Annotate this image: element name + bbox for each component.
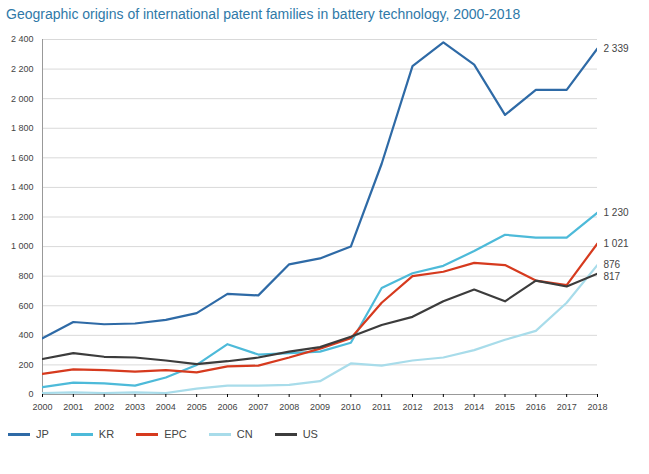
svg-text:2005: 2005: [187, 402, 207, 412]
svg-text:2002: 2002: [94, 402, 114, 412]
svg-text:800: 800: [18, 271, 33, 281]
svg-text:2012: 2012: [402, 402, 422, 412]
svg-text:2016: 2016: [526, 402, 546, 412]
svg-text:600: 600: [18, 301, 33, 311]
svg-text:2014: 2014: [464, 402, 484, 412]
svg-text:1 800: 1 800: [11, 123, 34, 133]
svg-text:1 400: 1 400: [11, 182, 34, 192]
svg-text:2018: 2018: [587, 402, 607, 412]
svg-text:817: 817: [604, 271, 621, 282]
svg-text:2000: 2000: [32, 402, 52, 412]
svg-text:2006: 2006: [217, 402, 237, 412]
svg-text:0: 0: [28, 389, 33, 399]
svg-text:1 230: 1 230: [604, 207, 629, 218]
html-text:EPC: EPC: [164, 428, 187, 440]
svg-text:2 339: 2 339: [604, 43, 629, 54]
svg-text:2007: 2007: [248, 402, 268, 412]
svg-text:2001: 2001: [63, 402, 83, 412]
svg-text:2017: 2017: [557, 402, 577, 412]
svg-text:1 600: 1 600: [11, 153, 34, 163]
svg-text:1 000: 1 000: [11, 241, 34, 251]
svg-text:2010: 2010: [341, 402, 361, 412]
svg-text:2 000: 2 000: [11, 94, 34, 104]
html-text:JP: JP: [36, 428, 49, 440]
html-text:KR: KR: [98, 428, 115, 440]
svg-text:2004: 2004: [156, 402, 176, 412]
svg-text:2011: 2011: [372, 402, 391, 412]
svg-text:2 200: 2 200: [11, 64, 34, 74]
svg-text:2009: 2009: [310, 402, 330, 412]
html-text:CN: CN: [236, 428, 253, 440]
svg-text:1 200: 1 200: [11, 212, 34, 222]
svg-text:2 400: 2 400: [11, 34, 34, 44]
html-text:US: US: [302, 428, 318, 440]
svg-text:2003: 2003: [125, 402, 145, 412]
svg-text:876: 876: [604, 259, 621, 270]
svg-text:2015: 2015: [495, 402, 515, 412]
svg-text:2008: 2008: [279, 402, 299, 412]
html-text:Geographic origins of internat: Geographic origins of international pate…: [6, 6, 521, 22]
svg-text:2013: 2013: [433, 402, 453, 412]
svg-text:200: 200: [18, 360, 33, 370]
svg-text:400: 400: [18, 330, 33, 340]
svg-text:1 021: 1 021: [604, 238, 629, 249]
